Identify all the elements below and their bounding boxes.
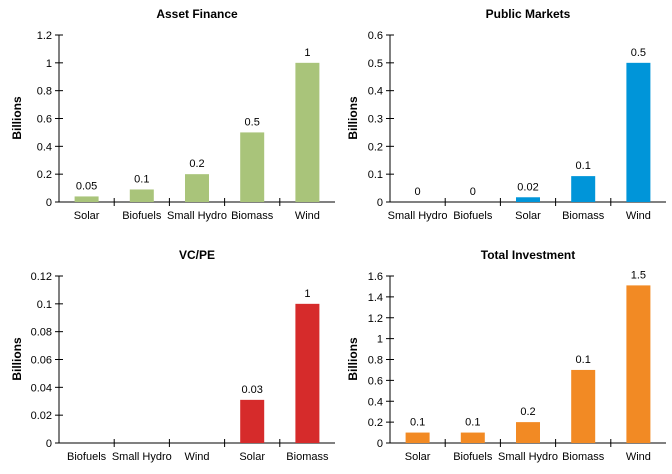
x-category-label: Wind: [295, 210, 320, 222]
y-tick-label: 0.1: [368, 169, 383, 181]
x-category-label: Small Hydro: [112, 451, 172, 463]
y-tick-label: 0.08: [31, 327, 52, 339]
y-tick-label: 0.1: [37, 299, 52, 311]
y-tick-label: 0.4: [368, 86, 383, 98]
x-category-label: Small Hydro: [498, 451, 558, 463]
data-label: 0.1: [576, 160, 591, 172]
data-label: 0.05: [76, 180, 97, 192]
data-label: 0.02: [517, 181, 538, 193]
x-category-label: Biofuels: [453, 451, 493, 463]
bar: [626, 62, 651, 203]
y-tick-label: 0.06: [31, 355, 52, 367]
data-label: 0.5: [631, 47, 646, 59]
y-tick-label: 0.5: [368, 58, 383, 70]
y-tick-label: 1.2: [368, 313, 383, 325]
data-label: 1.5: [631, 269, 646, 281]
x-category-label: Biomass: [562, 210, 605, 222]
y-tick-label: 0.04: [31, 382, 52, 394]
x-category-label: Wind: [626, 210, 651, 222]
y-tick-label: 0.6: [368, 30, 383, 42]
y-tick-label: 0: [46, 438, 52, 450]
data-label: 1: [304, 288, 310, 300]
data-label: 0: [470, 186, 476, 198]
bar: [405, 432, 430, 443]
bar: [571, 369, 596, 443]
y-tick-label: 0: [377, 197, 383, 209]
data-label: 0: [415, 186, 421, 198]
bar: [295, 303, 320, 443]
x-category-label: Wind: [626, 451, 651, 463]
y-tick-label: 0.2: [368, 417, 383, 429]
y-axis-label: Billions: [346, 337, 360, 381]
y-tick-label: 0.4: [368, 396, 383, 408]
y-tick-label: 1: [46, 58, 52, 70]
bar: [626, 285, 651, 443]
x-category-label: Solar: [515, 210, 541, 222]
y-tick-label: 0.02: [31, 410, 52, 422]
x-category-label: Biomass: [231, 210, 274, 222]
bar: [460, 432, 485, 443]
data-label: 0.2: [520, 406, 535, 418]
y-tick-label: 0.6: [368, 375, 383, 387]
y-axis-label: Billions: [10, 337, 24, 381]
chart-title: VC/PE: [179, 248, 215, 262]
chart-title: Public Markets: [486, 7, 571, 21]
x-category-label: Biomass: [286, 451, 329, 463]
y-tick-label: 0.4: [37, 141, 52, 153]
y-tick-label: 0: [46, 197, 52, 209]
y-tick-label: 0.8: [368, 355, 383, 367]
data-label: 0.1: [576, 354, 591, 366]
bar: [295, 62, 320, 203]
y-tick-label: 0.12: [31, 271, 52, 283]
y-tick-label: 0: [377, 438, 383, 450]
x-category-label: Solar: [405, 451, 431, 463]
x-category-label: Wind: [184, 451, 209, 463]
chart-title: Asset Finance: [156, 7, 238, 21]
bar: [185, 174, 209, 202]
bar: [516, 197, 540, 202]
y-axis-label: Billions: [346, 96, 360, 140]
bar: [240, 132, 265, 202]
y-tick-label: 0.3: [368, 114, 383, 126]
chart-title: Total Investment: [481, 248, 575, 262]
bar: [74, 196, 99, 202]
y-tick-label: 0.6: [37, 114, 52, 126]
x-category-label: Solar: [74, 210, 100, 222]
data-label: 0.1: [134, 173, 149, 185]
data-label: 0.1: [465, 417, 480, 429]
x-category-label: Biofuels: [122, 210, 162, 222]
x-category-label: Biofuels: [67, 451, 107, 463]
bar: [516, 422, 540, 443]
data-label: 0.5: [245, 116, 260, 128]
bar: [571, 176, 596, 202]
bar: [129, 189, 154, 202]
y-tick-label: 0.8: [37, 86, 52, 98]
data-label: 0.1: [410, 417, 425, 429]
y-tick-label: 1.2: [37, 30, 52, 42]
data-label: 0.2: [189, 158, 204, 170]
data-label: 1: [304, 47, 310, 59]
x-category-label: Solar: [239, 451, 265, 463]
y-tick-label: 1.6: [368, 271, 383, 283]
data-label: 0.03: [241, 384, 262, 396]
y-axis-label: Billions: [10, 96, 24, 140]
x-category-label: Small Hydro: [388, 210, 448, 222]
y-tick-label: 0.2: [368, 141, 383, 153]
y-tick-label: 1.4: [368, 292, 383, 304]
x-category-label: Small Hydro: [167, 210, 227, 222]
bar: [240, 399, 265, 443]
x-category-label: Biofuels: [453, 210, 493, 222]
x-category-label: Biomass: [562, 451, 605, 463]
y-tick-label: 1: [377, 334, 383, 346]
y-tick-label: 0.2: [37, 169, 52, 181]
